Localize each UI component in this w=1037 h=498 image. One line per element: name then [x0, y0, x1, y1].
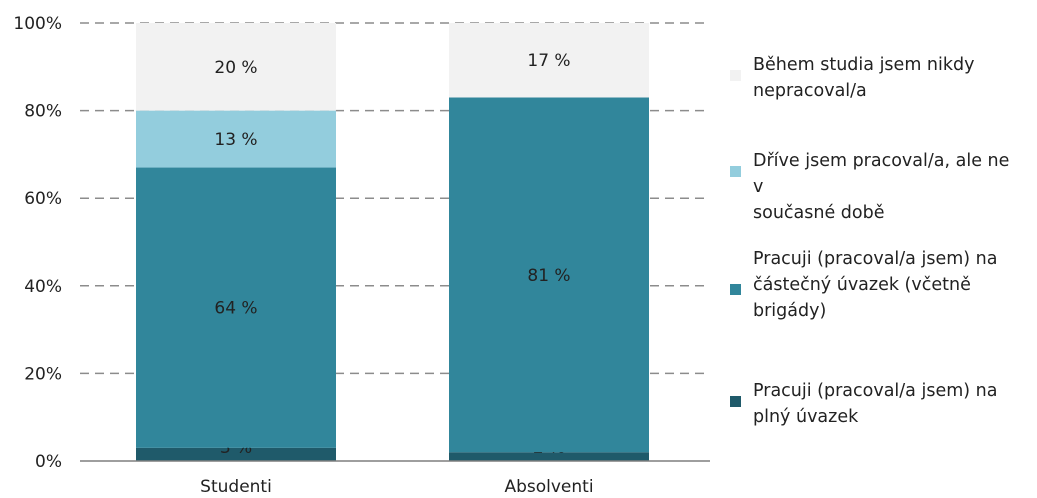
data-label: 13 % — [214, 130, 257, 150]
legend-label: Dříve jsem pracoval/a, ale ne v současné … — [753, 148, 1023, 226]
bar-segment — [449, 452, 649, 461]
stacked-bar-chart: 0%20%40%60%80%100%3 %64 %13 %20 %Student… — [13, 14, 710, 497]
legend-label-line: brigády) — [753, 301, 827, 321]
legend-item: Pracuji (pracoval/a jsem) na částečný úva… — [730, 246, 1023, 324]
y-tick-label: 40% — [24, 277, 62, 297]
legend-label-line: Pracuji (pracoval/a jsem) na — [753, 249, 998, 269]
y-tick-label: 100% — [13, 14, 62, 34]
legend-swatch — [730, 166, 741, 177]
x-category-label: Studenti — [200, 477, 272, 497]
legend-label: Pracuji (pracoval/a jsem) na plný úvazek — [753, 378, 1023, 430]
legend-swatch — [730, 284, 741, 295]
y-tick-label: 80% — [24, 102, 62, 122]
legend-swatch — [730, 70, 741, 81]
legend-label-line: plný úvazek — [753, 407, 859, 427]
chart-legend: Během studia jsem nikdy nepracoval/a Dříve… — [730, 0, 1030, 498]
data-label: 64 % — [214, 299, 257, 319]
bar-segment — [136, 447, 336, 461]
y-tick-label: 60% — [24, 189, 62, 209]
bar-segment — [136, 110, 336, 168]
legend-label: Pracuji (pracoval/a jsem) na částečný úva… — [753, 246, 1023, 324]
legend-label-line: Pracuji (pracoval/a jsem) na — [753, 381, 998, 401]
legend-label-line: částečný úvazek (včetně — [753, 275, 971, 295]
legend-label-line: nepracoval/a — [753, 81, 867, 101]
legend-swatch — [730, 396, 741, 407]
legend-label-line: současné době — [753, 203, 885, 223]
legend-label-line: Během studia jsem nikdy — [753, 55, 975, 75]
legend-label: Během studia jsem nikdy nepracoval/a — [753, 52, 1023, 104]
bar-segment — [449, 97, 649, 453]
data-label: 17 % — [527, 51, 570, 71]
x-category-label: Absolventi — [504, 477, 593, 497]
y-tick-label: 20% — [24, 364, 62, 384]
legend-label-line: Dříve jsem pracoval/a, ale ne v — [753, 151, 1010, 197]
bar-segment — [449, 23, 649, 98]
data-label: 81 % — [527, 266, 570, 286]
legend-item: Pracuji (pracoval/a jsem) na plný úvazek — [730, 378, 1023, 430]
legend-item: Během studia jsem nikdy nepracoval/a — [730, 52, 1023, 104]
data-label: 20 % — [214, 58, 257, 78]
bar-segment — [136, 167, 336, 448]
legend-item: Dříve jsem pracoval/a, ale ne v současné … — [730, 148, 1023, 226]
y-tick-label: 0% — [35, 452, 62, 472]
bar-segment — [136, 23, 336, 111]
